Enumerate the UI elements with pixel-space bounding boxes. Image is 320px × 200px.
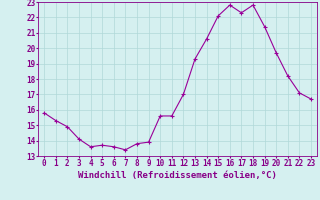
X-axis label: Windchill (Refroidissement éolien,°C): Windchill (Refroidissement éolien,°C)	[78, 171, 277, 180]
